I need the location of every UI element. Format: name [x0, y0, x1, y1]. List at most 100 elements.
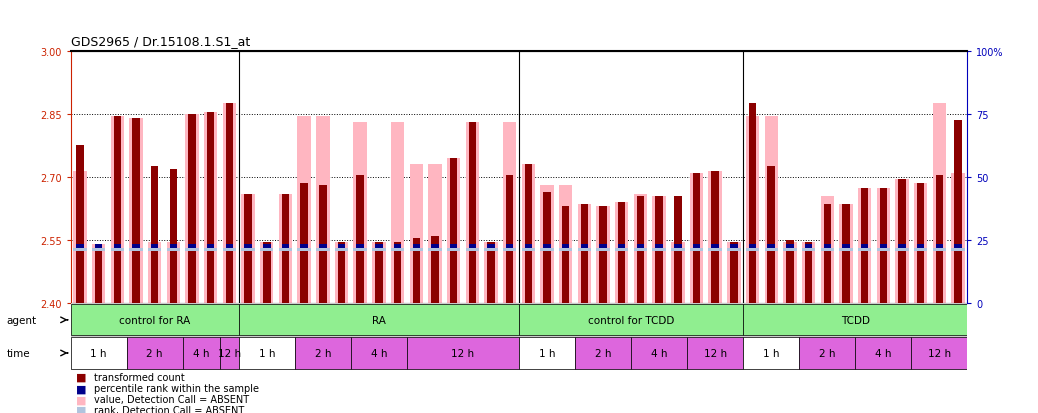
Bar	[335, 243, 348, 304]
Bar	[298, 117, 310, 304]
Bar	[562, 207, 570, 304]
Bar	[541, 186, 553, 304]
Bar	[244, 245, 252, 248]
Bar	[597, 207, 609, 304]
Bar	[295, 337, 351, 369]
Bar	[204, 249, 217, 251]
Bar	[71, 304, 967, 354]
Bar	[373, 249, 385, 251]
Bar	[130, 119, 142, 304]
Bar	[130, 249, 142, 251]
Bar	[281, 245, 290, 248]
Bar	[503, 249, 516, 251]
Bar	[954, 245, 962, 248]
Bar	[578, 205, 591, 304]
Bar	[242, 249, 254, 251]
Bar	[687, 337, 743, 369]
Text: agent: agent	[6, 315, 36, 325]
Bar	[468, 245, 476, 248]
Text: control for TCDD: control for TCDD	[588, 315, 675, 325]
Bar	[151, 167, 159, 304]
Bar	[821, 197, 834, 304]
Bar	[543, 192, 551, 304]
Bar	[802, 243, 815, 304]
Bar	[823, 205, 831, 304]
Bar	[765, 249, 777, 251]
Bar	[911, 337, 967, 369]
Bar	[447, 249, 460, 251]
Bar	[127, 337, 183, 369]
Bar	[636, 245, 645, 248]
Bar	[92, 249, 105, 251]
Bar	[674, 197, 682, 304]
Bar	[634, 195, 647, 304]
Bar	[375, 245, 383, 248]
Bar	[674, 245, 682, 248]
Bar	[186, 114, 198, 304]
Bar	[76, 146, 84, 304]
Bar	[616, 203, 628, 304]
Bar	[821, 249, 834, 251]
Text: 4 h: 4 h	[371, 348, 387, 358]
Bar	[449, 159, 458, 304]
Bar	[506, 245, 514, 248]
Bar	[842, 245, 850, 248]
Bar	[375, 243, 383, 304]
Bar	[132, 119, 140, 304]
Bar	[207, 245, 215, 248]
Text: ■: ■	[76, 394, 86, 404]
Bar	[169, 245, 177, 248]
Bar	[111, 249, 124, 251]
Bar	[148, 243, 161, 304]
Bar	[167, 243, 180, 304]
Text: 12 h: 12 h	[452, 348, 474, 358]
Bar	[132, 245, 140, 248]
Text: RA: RA	[372, 315, 386, 325]
Bar	[183, 337, 220, 369]
Bar	[169, 169, 177, 304]
Text: value, Detection Call = ABSENT: value, Detection Call = ABSENT	[94, 394, 249, 404]
Bar	[373, 243, 385, 304]
Bar	[580, 205, 589, 304]
Bar	[356, 245, 364, 248]
Bar	[244, 195, 252, 304]
Bar	[653, 197, 665, 304]
Bar	[935, 176, 944, 304]
Bar	[877, 188, 890, 304]
Bar	[337, 243, 346, 304]
Bar	[148, 249, 161, 251]
Bar	[858, 249, 871, 251]
Bar	[933, 104, 946, 304]
Bar	[239, 304, 519, 336]
Bar	[896, 249, 908, 251]
Bar	[728, 243, 740, 304]
Bar	[823, 245, 831, 248]
Bar	[690, 173, 703, 304]
Bar	[618, 245, 626, 248]
Text: 4 h: 4 h	[651, 348, 667, 358]
Bar	[186, 249, 198, 251]
Text: 1 h: 1 h	[763, 348, 780, 358]
Text: TCDD: TCDD	[841, 315, 870, 325]
Bar	[914, 184, 927, 304]
Bar	[407, 337, 519, 369]
Bar	[261, 243, 273, 304]
Bar	[861, 245, 869, 248]
Bar	[898, 180, 906, 304]
Bar	[709, 171, 721, 304]
Bar	[784, 249, 796, 251]
Bar	[879, 245, 887, 248]
Bar	[858, 188, 871, 304]
Bar	[300, 184, 308, 304]
Bar	[672, 243, 684, 304]
Bar	[524, 165, 532, 304]
Bar	[767, 245, 775, 248]
Bar	[799, 337, 855, 369]
Bar	[76, 245, 84, 248]
Bar	[354, 123, 366, 304]
Bar	[263, 245, 271, 248]
Bar	[223, 104, 236, 304]
Bar	[319, 245, 327, 248]
Text: ■: ■	[76, 405, 86, 413]
Bar	[743, 304, 967, 336]
